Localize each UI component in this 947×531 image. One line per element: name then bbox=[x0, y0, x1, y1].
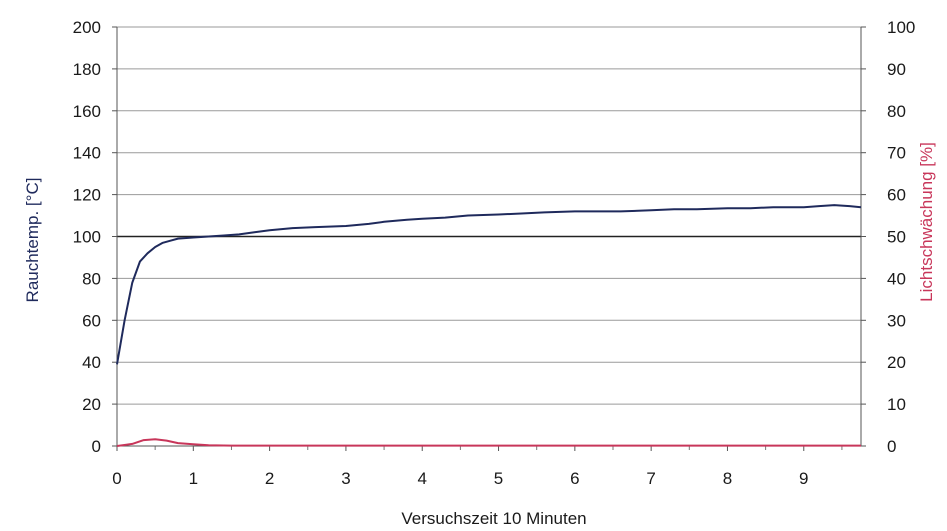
x-tick-label: 5 bbox=[494, 469, 503, 488]
y2-tick-label: 10 bbox=[887, 395, 906, 414]
y-tick-label: 80 bbox=[82, 269, 101, 288]
y-tick-label: 200 bbox=[73, 18, 101, 37]
y-tick-label: 180 bbox=[73, 60, 101, 79]
y2-tick-label: 70 bbox=[887, 144, 906, 163]
x-tick-label: 2 bbox=[265, 469, 274, 488]
x-tick-label: 4 bbox=[417, 469, 426, 488]
y2-tick-label: 30 bbox=[887, 311, 906, 330]
grid-lines bbox=[112, 26, 866, 451]
x-axis-title: Versuchszeit 10 Minuten bbox=[401, 509, 586, 528]
x-tick-label: 3 bbox=[341, 469, 350, 488]
y2-tick-label: 20 bbox=[887, 353, 906, 372]
y-tick-label: 160 bbox=[73, 102, 101, 121]
y2-tick-label: 0 bbox=[887, 437, 896, 456]
x-tick-label: 1 bbox=[189, 469, 198, 488]
y-tick-labels: 0 20 40 60 80 100 120 140 160 180 200 bbox=[73, 18, 101, 456]
y2-tick-label: 60 bbox=[887, 186, 906, 205]
y-tick-label: 60 bbox=[82, 311, 101, 330]
x-tick-label: 0 bbox=[112, 469, 121, 488]
y2-tick-label: 40 bbox=[887, 269, 906, 288]
y-axis-title: Rauchtemp. [°C] bbox=[23, 178, 42, 303]
series-line-lichtschwaechung bbox=[116, 438, 861, 447]
x-tick-label: 6 bbox=[570, 469, 579, 488]
y-tick-label: 100 bbox=[73, 228, 101, 247]
x-tick-label: 9 bbox=[799, 469, 808, 488]
series-line-rauchtemp bbox=[116, 204, 862, 365]
y-tick-label: 0 bbox=[92, 437, 101, 456]
y-tick-label: 140 bbox=[73, 144, 101, 163]
y2-tick-label: 100 bbox=[887, 18, 915, 37]
x-tick-labels: 0 1 2 3 4 5 6 7 8 9 bbox=[112, 469, 808, 488]
y2-tick-label: 80 bbox=[887, 102, 906, 121]
y2-tick-labels: 0 10 20 30 40 50 60 70 80 90 100 bbox=[887, 18, 915, 456]
y2-tick-label: 50 bbox=[887, 228, 906, 247]
y2-axis-title: Lichtschwächung [%] bbox=[917, 142, 936, 302]
y2-tick-label: 90 bbox=[887, 60, 906, 79]
y-tick-label: 120 bbox=[73, 186, 101, 205]
x-tick-label: 7 bbox=[646, 469, 655, 488]
x-tick-label: 8 bbox=[723, 469, 732, 488]
y-tick-label: 20 bbox=[82, 395, 101, 414]
series-lines bbox=[116, 204, 862, 447]
y-tick-label: 40 bbox=[82, 353, 101, 372]
